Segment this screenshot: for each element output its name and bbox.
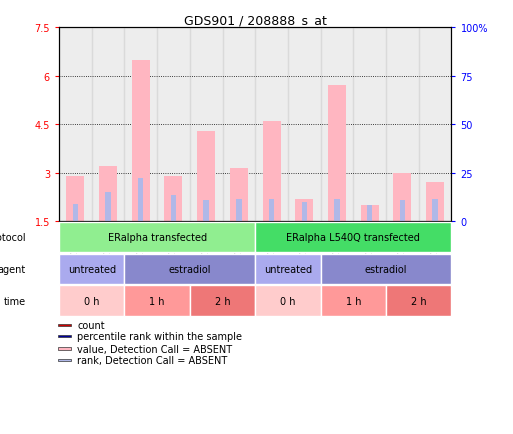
Text: untreated: untreated <box>68 264 116 274</box>
Bar <box>255 28 288 222</box>
Bar <box>255 286 321 316</box>
Text: ERalpha L540Q transfected: ERalpha L540Q transfected <box>286 233 420 243</box>
Bar <box>263 122 281 222</box>
Bar <box>165 177 183 222</box>
Bar <box>426 183 444 222</box>
Bar <box>58 335 71 338</box>
Text: estradiol: estradiol <box>169 264 211 274</box>
Bar <box>419 28 451 222</box>
Text: 1 h: 1 h <box>346 296 361 306</box>
Bar <box>386 28 419 222</box>
Text: time: time <box>4 296 26 306</box>
Text: 2 h: 2 h <box>215 296 230 306</box>
Text: percentile rank within the sample: percentile rank within the sample <box>77 332 242 342</box>
Bar <box>236 199 242 222</box>
Text: ERalpha transfected: ERalpha transfected <box>108 233 207 243</box>
Title: GDS901 / 208888_s_at: GDS901 / 208888_s_at <box>184 14 327 27</box>
Bar <box>230 168 248 222</box>
Text: 2 h: 2 h <box>411 296 426 306</box>
Bar <box>321 28 353 222</box>
Bar <box>204 201 209 222</box>
Bar <box>157 28 190 222</box>
Bar <box>138 178 144 222</box>
Bar <box>92 28 124 222</box>
Bar <box>288 28 321 222</box>
Bar <box>432 199 438 222</box>
Bar <box>171 196 176 222</box>
Bar <box>255 254 321 285</box>
Bar <box>124 254 255 285</box>
Bar <box>190 28 223 222</box>
Bar <box>59 28 92 222</box>
Text: rank, Detection Call = ABSENT: rank, Detection Call = ABSENT <box>77 355 227 365</box>
Bar <box>386 286 451 316</box>
Bar <box>353 28 386 222</box>
Bar <box>361 206 379 222</box>
Bar <box>124 286 190 316</box>
Text: agent: agent <box>0 264 26 274</box>
Bar <box>59 254 124 285</box>
Text: 0 h: 0 h <box>84 296 100 306</box>
Bar <box>197 132 215 222</box>
Bar <box>367 206 372 222</box>
Bar <box>393 173 411 222</box>
Bar <box>223 28 255 222</box>
Bar <box>66 177 84 222</box>
Bar <box>400 201 405 222</box>
Text: count: count <box>77 320 105 330</box>
Bar <box>99 167 117 222</box>
Text: untreated: untreated <box>264 264 312 274</box>
Text: estradiol: estradiol <box>365 264 407 274</box>
Text: 1 h: 1 h <box>149 296 165 306</box>
Bar <box>73 204 78 222</box>
Bar <box>321 286 386 316</box>
Bar <box>58 324 71 326</box>
Bar <box>58 359 71 362</box>
Bar <box>59 222 255 253</box>
Text: 0 h: 0 h <box>280 296 295 306</box>
Bar <box>190 286 255 316</box>
Bar <box>59 286 124 316</box>
Bar <box>302 202 307 222</box>
Bar <box>269 199 274 222</box>
Bar <box>334 199 340 222</box>
Bar <box>295 199 313 222</box>
Bar <box>255 222 451 253</box>
Bar <box>132 60 150 222</box>
Bar <box>105 193 111 222</box>
Text: protocol: protocol <box>0 233 26 243</box>
Bar <box>328 86 346 222</box>
Bar <box>58 348 71 350</box>
Text: value, Detection Call = ABSENT: value, Detection Call = ABSENT <box>77 344 232 354</box>
Bar <box>124 28 157 222</box>
Bar <box>321 254 451 285</box>
